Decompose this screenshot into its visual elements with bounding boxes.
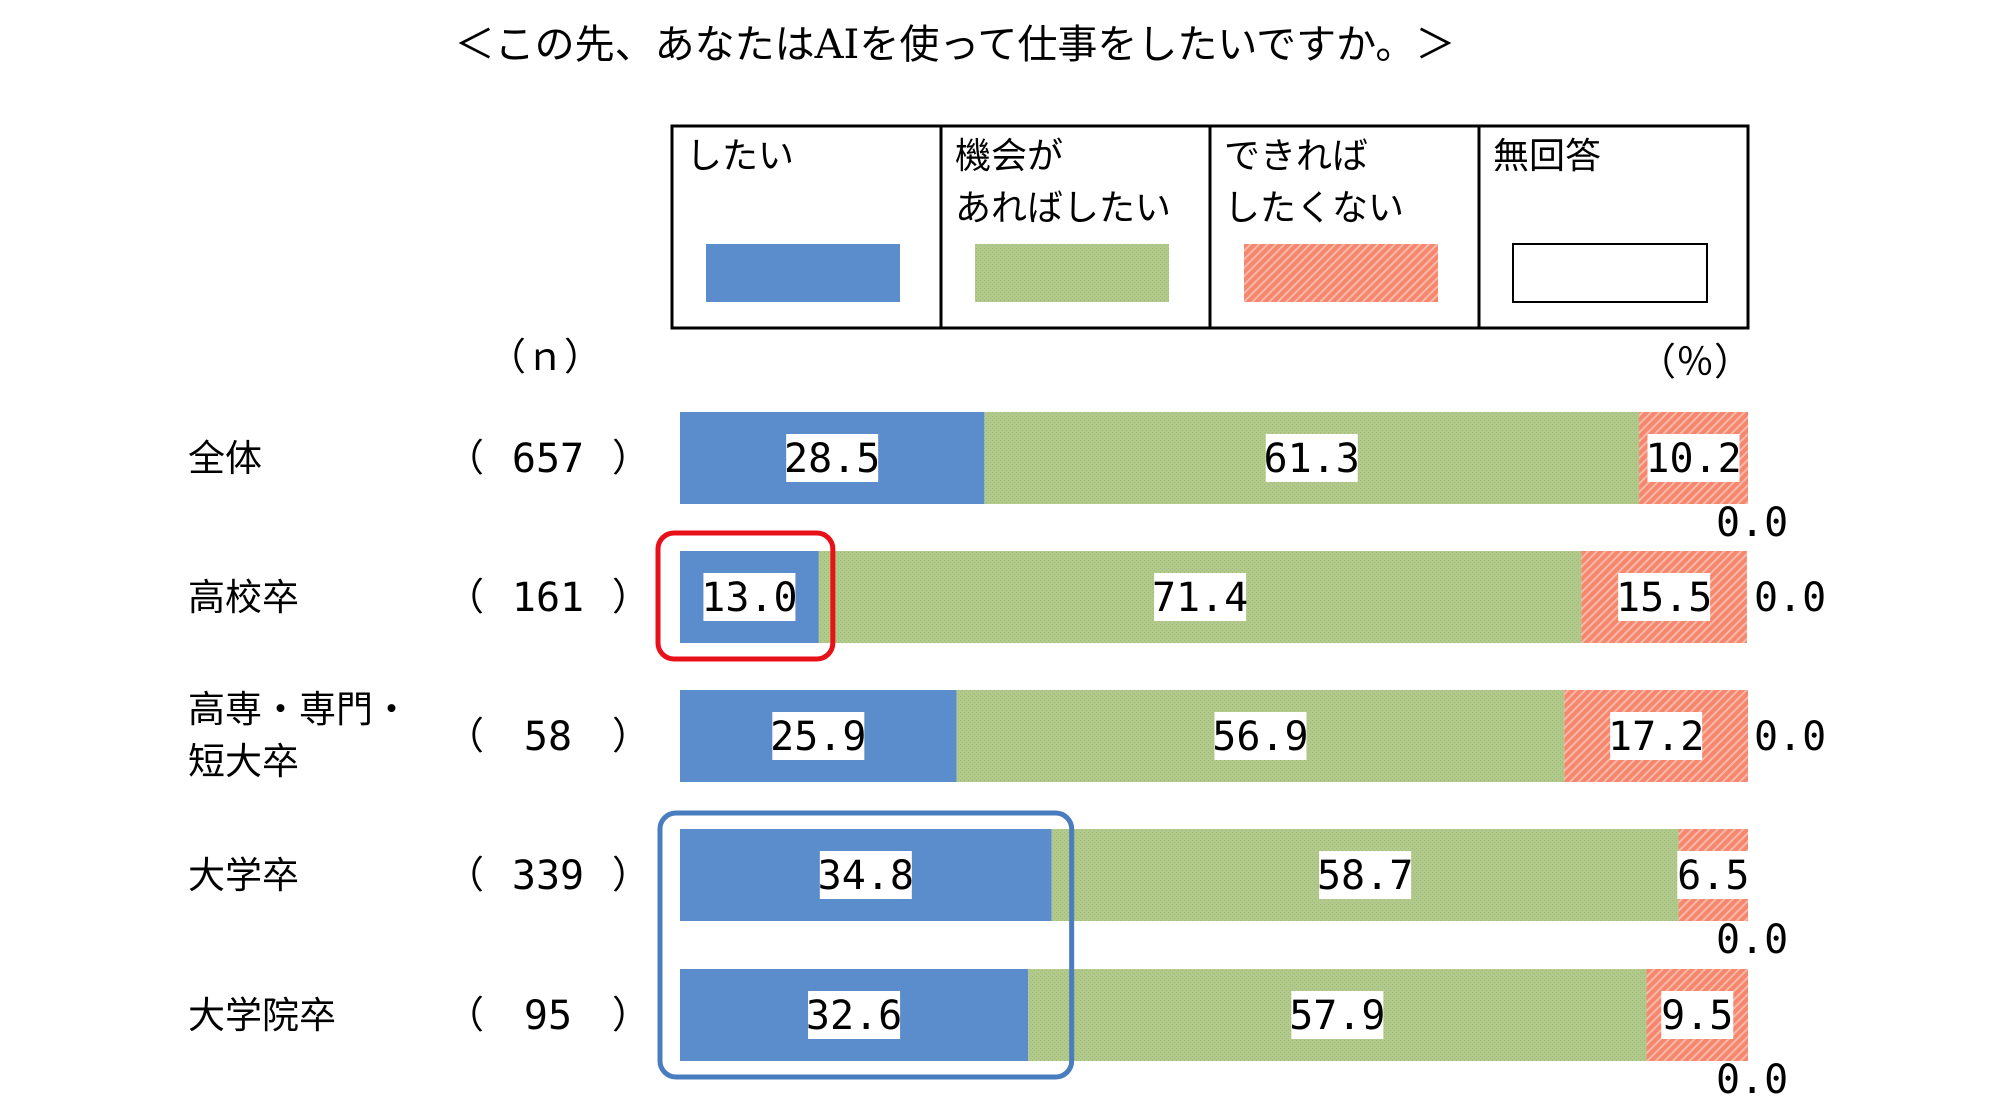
data-label-bg (1677, 851, 1750, 899)
n-paren-open: （ (446, 853, 484, 897)
n-header: （ｎ） (488, 335, 602, 379)
n-paren-close: ） (612, 436, 650, 480)
data-label-bg (1265, 434, 1358, 482)
chart-highlights (655, 530, 1075, 1080)
highlight-box-red (655, 530, 836, 662)
data-label: 0.0 (1754, 575, 1826, 621)
data-label: 28.5 (784, 436, 880, 482)
n-paren-close: ） (612, 714, 650, 758)
n-paren-open: （ (446, 436, 484, 480)
percent-unit-label: （％） (1638, 340, 1752, 384)
n-paren-close: ） (612, 993, 650, 1037)
n-value: 95 (524, 993, 572, 1039)
legend-label: あればしたい (955, 188, 1171, 229)
data-label: 34.8 (818, 853, 914, 899)
n-paren-close: ） (612, 853, 650, 897)
data-label: 6.5 (1677, 853, 1749, 899)
data-label: 0.0 (1754, 714, 1826, 760)
data-label: 71.4 (1152, 575, 1248, 621)
legend-label: したくない (1224, 188, 1404, 229)
chart-title: ＜この先、あなたはAIを使って仕事をしたいですか。＞ (455, 22, 1456, 68)
data-label: 25.9 (770, 714, 866, 760)
legend-label: 無回答 (1493, 136, 1601, 177)
data-label-bg (1154, 573, 1247, 621)
data-label: 9.5 (1661, 993, 1733, 1039)
data-label-bg (808, 991, 901, 1039)
category-label: 大学院卒 (188, 994, 336, 1037)
legend-swatch (1512, 243, 1708, 303)
category-label: 高専・専門・ (188, 688, 410, 731)
data-label: 15.5 (1616, 575, 1712, 621)
n-paren-open: （ (446, 714, 484, 758)
category-label: 短大卒 (188, 740, 299, 783)
data-label: 13.0 (701, 575, 797, 621)
data-label-bg (819, 851, 912, 899)
legend-swatch (706, 244, 900, 302)
n-paren-open: （ (446, 575, 484, 619)
data-label: 0.0 (1716, 500, 1788, 546)
category-label: 大学卒 (188, 854, 299, 897)
data-label: 0.0 (1716, 917, 1788, 963)
n-value: 657 (512, 436, 584, 482)
legend-label: 機会が (955, 136, 1063, 177)
n-value: 339 (512, 853, 584, 899)
chart-row: 全体 （ 657 ） 28.5 61.3 10.2 0.0 (188, 412, 1788, 546)
data-label: 56.9 (1212, 714, 1308, 760)
data-label: 58.7 (1317, 853, 1413, 899)
legend-swatch (1244, 244, 1438, 302)
chart-row: 大学卒 （ 339 ） 34.8 58.7 6.5 0.0 (188, 829, 1788, 963)
data-label: 17.2 (1608, 714, 1704, 760)
data-label: 61.3 (1264, 436, 1360, 482)
data-label-bg (1214, 712, 1307, 760)
chart-row: 高専・専門・短大卒 （ 58 ） 25.9 56.9 17.2 0.0 (188, 688, 1826, 783)
data-label-bg (772, 712, 865, 760)
data-label: 32.6 (806, 993, 902, 1039)
data-label: 0.0 (1716, 1057, 1788, 1100)
n-paren-open: （ (446, 993, 484, 1037)
n-paren-close: ） (612, 575, 650, 619)
chart-row: 大学院卒 （ 95 ） 32.6 57.9 9.5 0.0 (188, 969, 1788, 1100)
chart-row: 高校卒 （ 161 ） 13.0 71.4 15.5 0.0 (188, 551, 1826, 643)
data-label-bg (1661, 991, 1734, 1039)
n-value: 161 (512, 575, 584, 621)
n-value: 58 (524, 714, 572, 760)
chart-rows: 全体 （ 657 ） 28.5 61.3 10.2 0.0 高校卒 （ 161 ） 13.0 71.4 15… (188, 412, 1826, 1100)
legend-label: したい (686, 136, 794, 177)
highlight-box-blue (657, 810, 1075, 1080)
data-label-bg (1291, 991, 1384, 1039)
data-label-bg (1610, 712, 1703, 760)
data-label-bg (1319, 851, 1412, 899)
data-label-bg (786, 434, 879, 482)
legend-swatch (975, 244, 1169, 302)
category-label: 高校卒 (188, 576, 299, 619)
data-label: 57.9 (1289, 993, 1385, 1039)
data-label-bg (703, 573, 796, 621)
data-label: 10.2 (1645, 436, 1741, 482)
category-label: 全体 (188, 437, 262, 480)
data-label-bg (1647, 434, 1740, 482)
legend-label: できれば (1224, 136, 1368, 177)
data-label-bg (1618, 573, 1711, 621)
